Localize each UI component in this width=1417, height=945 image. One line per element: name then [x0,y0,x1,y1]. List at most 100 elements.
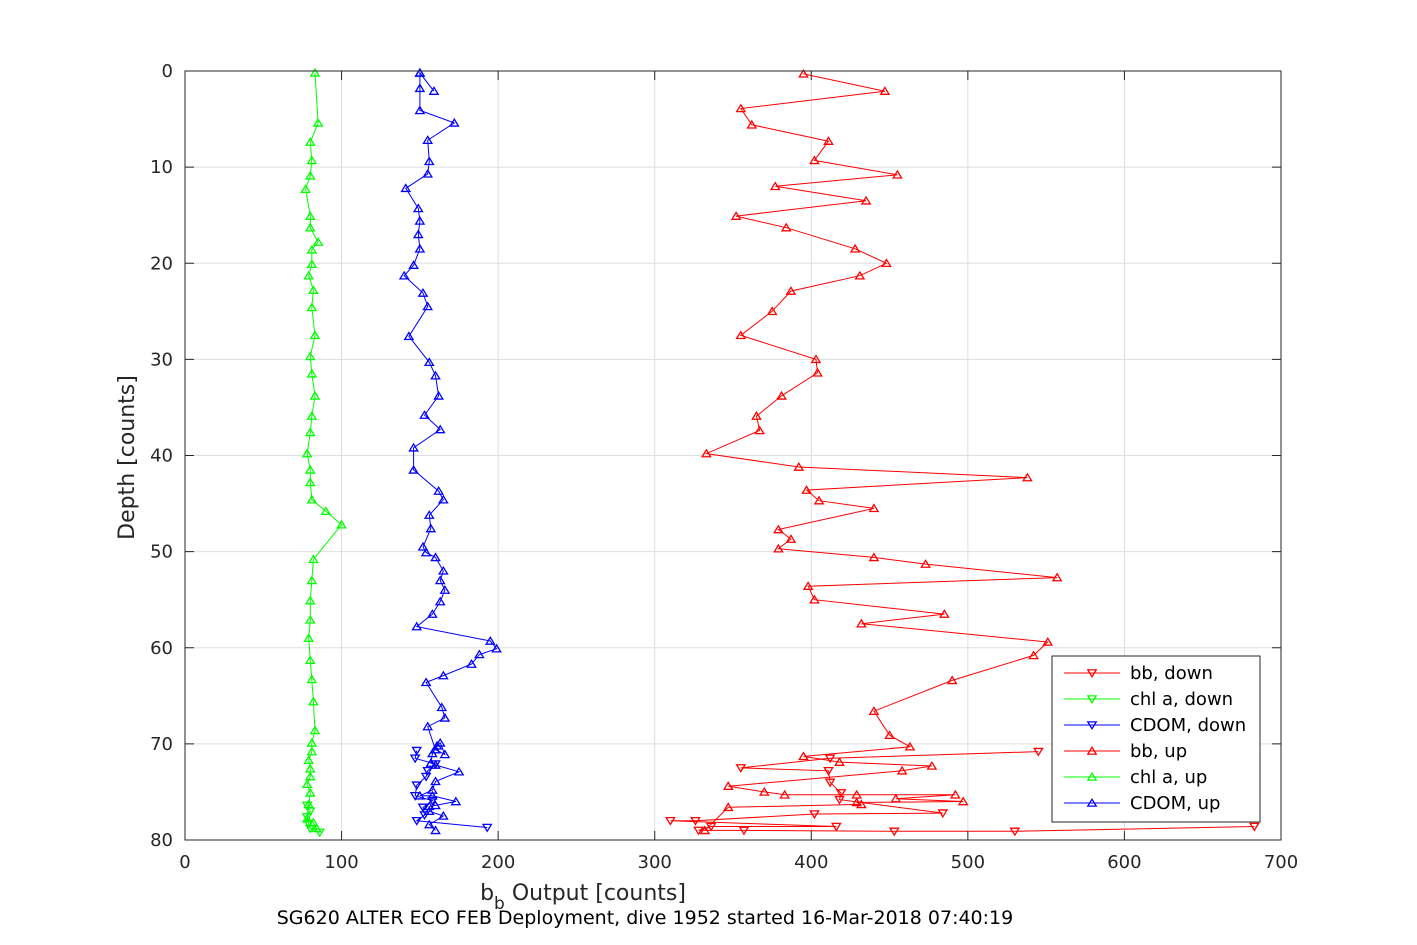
data-point [430,370,441,380]
x-tick-label: 400 [794,852,828,873]
legend-marker [1086,745,1098,755]
series-line [305,72,343,829]
data-point [813,495,825,505]
data-point [491,643,502,653]
data-point [306,244,318,254]
data-point [434,596,446,606]
legend: bb, down chl a, down CDOM, down bb, up chl a… [1051,655,1261,823]
data-point [308,285,319,294]
data-point [1051,572,1063,582]
data-point [780,222,792,232]
data-point [854,270,866,280]
x-axis-label: bb Output [counts] [480,881,686,914]
data-point [414,83,426,93]
data-point [812,367,823,377]
data-point [437,670,449,680]
data-point [430,552,441,562]
series-line [403,71,498,831]
legend-item: chl a, down [1064,689,1233,710]
data-point [306,259,318,269]
data-point [957,796,969,806]
data-point [722,781,734,790]
legend-marker [1086,695,1098,705]
data-point [746,119,758,129]
series-line [704,73,1058,831]
data-point [304,170,316,180]
data-point [412,229,424,239]
data-point [427,609,438,618]
y-tick-label: 10 [150,157,173,178]
data-point [306,411,318,420]
data-point [801,485,812,494]
legend-item: bb, up [1064,741,1187,762]
data-point [408,260,419,269]
data-point [904,741,916,751]
data-point [437,494,449,504]
data-point [306,674,318,684]
data-point [309,390,321,400]
data-point [776,390,787,400]
data-point [453,766,465,776]
data-point [824,754,836,764]
data-point [423,819,435,829]
data-point [1028,650,1039,660]
data-point [735,764,747,773]
data-point [937,809,949,819]
data-point [422,301,434,311]
series-line [670,751,1255,832]
data-point [303,755,315,765]
x-tick-label: 700 [1264,852,1298,873]
data-point [849,243,861,253]
data-point [417,541,429,551]
data-point [851,797,863,807]
x-tick-label: 0 [179,852,190,873]
data-point [312,117,324,127]
data-point [856,618,867,628]
data-point [888,827,900,837]
data-point [830,822,842,832]
data-point [411,746,423,756]
data-point [306,155,318,165]
data-point [439,585,451,594]
data-point [420,677,432,687]
tick-marks [184,70,1282,841]
x-axis-label-subscript: b [494,894,505,914]
data-point [301,813,313,823]
data-point [868,706,880,715]
data-point [414,790,426,800]
data-point [433,486,444,495]
data-point [890,793,902,803]
data-point [412,203,424,213]
data-point [422,168,434,178]
data-point [414,67,426,77]
data-point [434,737,446,747]
data-point [403,331,415,341]
y-tick-label: 70 [150,734,173,755]
data-point [823,136,834,145]
data-point [773,524,784,534]
legend-label: chl a, down [1130,689,1233,710]
y-axis-label: Depth [counts] [115,375,140,540]
data-point [411,816,423,826]
data-point [419,811,430,821]
data-point [439,712,451,722]
data-point [427,796,438,806]
data-point [304,655,316,665]
data-point [304,787,316,797]
data-point [411,781,423,791]
data-point [303,270,315,280]
data-point [423,357,435,367]
data-point [304,595,316,605]
data-point [312,237,324,246]
series-4 [300,67,347,833]
data-point [1042,636,1054,646]
data-point [301,779,313,789]
figure-caption: SG620 ALTER ECO FEB Deployment, dive 195… [277,907,1013,929]
data-point [308,696,319,706]
y-tick-label: 60 [150,638,173,659]
data-point [474,649,485,659]
data-point [320,506,332,516]
data-point [868,552,880,562]
series-3 [699,68,1063,835]
data-point [422,135,434,145]
